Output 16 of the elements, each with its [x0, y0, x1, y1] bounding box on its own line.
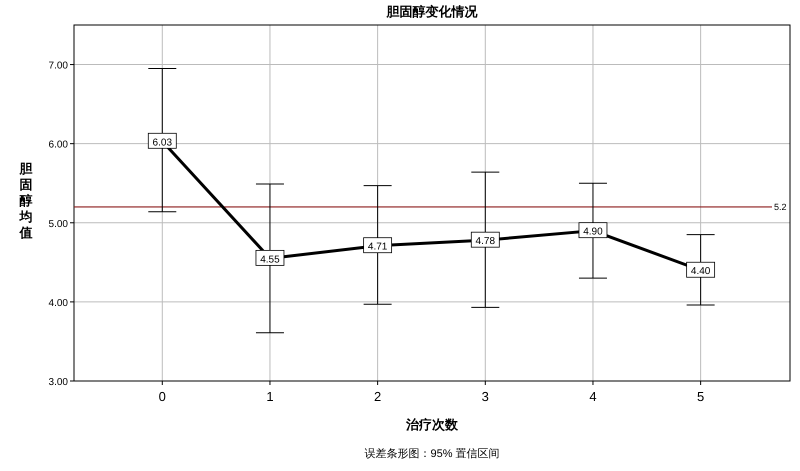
x-tick-label: 2	[374, 389, 382, 404]
text: 误差条形图：95% 置信区间	[364, 448, 500, 460]
y-tick-label: 4.00	[48, 298, 68, 309]
chart-title: 胆固醇变化情况	[386, 4, 478, 19]
y-tick-label: 5.00	[48, 218, 68, 230]
x-tick-label: 3	[482, 389, 489, 404]
ref-line-label: 5.2	[774, 202, 787, 212]
y-tick-label: 6.00	[48, 140, 68, 151]
x-tick-label: 1	[266, 389, 274, 404]
y-tick-label: 7.00	[48, 60, 68, 72]
x-axis-title: 治疗次数	[405, 417, 459, 432]
x-tick-label: 0	[158, 389, 166, 404]
y-tick-label: 3.00	[48, 377, 68, 388]
x-tick-label: 5	[697, 389, 704, 404]
x-tick-label: 4	[589, 389, 597, 404]
y-axis-title: 胆固醇均值	[18, 161, 32, 240]
